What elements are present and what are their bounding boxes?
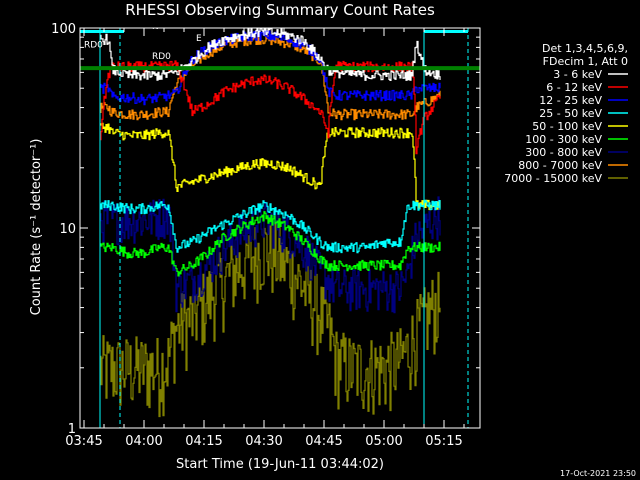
footer-date: 17-Oct-2021 23:50 <box>560 469 636 478</box>
legend-header: Det 1,3,4,5,6,9, <box>542 42 628 55</box>
y-tick-label: 1 <box>68 422 76 437</box>
flag-label: E <box>196 34 202 44</box>
series-50-100-kev <box>100 122 441 211</box>
flag-label: N <box>152 22 159 32</box>
x-tick-label: 04:00 <box>125 434 162 449</box>
series-line <box>100 199 441 254</box>
x-tick-label: 04:15 <box>185 434 222 449</box>
series-12-25-kev <box>100 30 441 106</box>
x-tick-label: 04:45 <box>305 434 342 449</box>
chart-title: RHESSI Observing Summary Count Rates <box>125 1 435 19</box>
series-line <box>100 211 441 277</box>
legend: Det 1,3,4,5,6,9,FDecim 1, Att 03 - 6 keV… <box>504 42 628 185</box>
y-axis-label: Count Rate (s⁻¹ detector⁻¹) <box>29 139 44 316</box>
flag-label: RD0 <box>84 40 103 50</box>
legend-label: 800 - 7000 keV <box>518 159 602 172</box>
plot-area: RD0 N RD0 E <box>80 22 480 428</box>
series-7000-15000-kev <box>100 222 441 418</box>
legend-label: 50 - 100 keV <box>532 120 602 133</box>
series-25-50-kev <box>100 199 441 254</box>
x-tick-label: 05:15 <box>425 434 462 449</box>
legend-label: 7000 - 15000 keV <box>504 172 602 185</box>
y-tick-label: 100 <box>51 22 76 37</box>
x-tick-label: 05:00 <box>365 434 402 449</box>
x-tick-label: 03:45 <box>65 434 102 449</box>
series-line <box>100 196 441 314</box>
legend-label: 12 - 25 keV <box>539 94 602 107</box>
legend-label: 6 - 12 keV <box>546 81 602 94</box>
series-line <box>100 222 441 418</box>
legend-label: 3 - 6 keV <box>553 68 602 81</box>
x-axis-label: Start Time (19-Jun-11 03:44:02) <box>176 457 384 472</box>
series-line <box>100 30 441 106</box>
series-100-300-kev <box>100 211 441 277</box>
series-line <box>100 122 441 211</box>
y-tick-label: 10 <box>59 222 76 237</box>
flag-label: RD0 <box>152 52 171 62</box>
series-300-800-kev <box>100 196 441 314</box>
axes: 03:45 04:00 04:15 04:30 04:45 05:00 05:15 1 10 10… <box>51 22 481 449</box>
series-6-12-kev <box>100 60 441 155</box>
legend-label: 25 - 50 keV <box>539 107 602 120</box>
x-tick-label: 04:30 <box>245 434 282 449</box>
legend-label: 300 - 800 keV <box>525 146 602 159</box>
legend-header: FDecim 1, Att 0 <box>543 55 628 68</box>
series-line <box>100 60 441 155</box>
legend-label: 100 - 300 keV <box>525 133 602 146</box>
